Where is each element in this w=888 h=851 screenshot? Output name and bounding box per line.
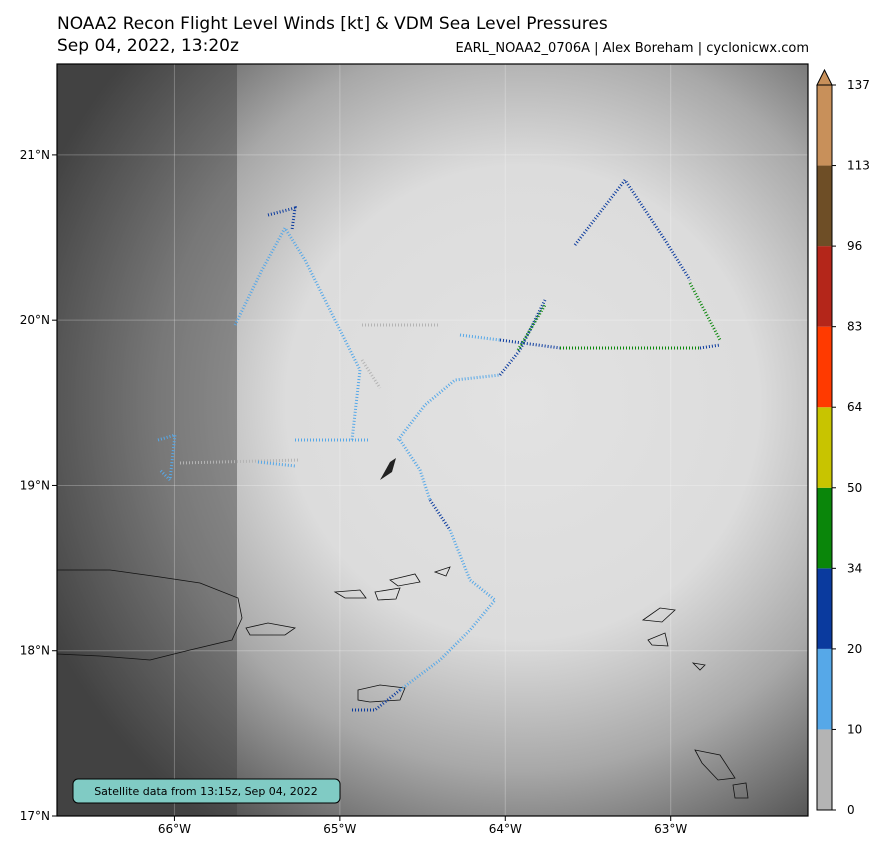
coastlines [57, 566, 749, 799]
colorbar-tick-label: 137 [847, 78, 870, 92]
colorbar-bin [817, 729, 832, 810]
colorbar-frame [816, 84, 833, 811]
credit: EARL_NOAA2_0706A | Alex Boreham | cyclon… [456, 41, 809, 56]
y-tick-label: 20°N [20, 313, 50, 327]
y-tick-label: 19°N [20, 478, 50, 492]
colorbar-tick-label: 64 [847, 400, 862, 414]
colorbar: 0 10 20 34 50 64 83 96 113 137 [816, 68, 870, 817]
colorbar-bin [817, 648, 832, 730]
cloud-shadow [380, 458, 396, 480]
colorbar-extension [816, 68, 833, 86]
colorbar-tick-label: 34 [847, 561, 862, 575]
colorbar-bin [817, 85, 832, 166]
colorbar-tick-label: 10 [847, 722, 862, 736]
vieques [245, 622, 297, 636]
colorbar-bin [817, 246, 832, 327]
y-tick-label: 21°N [20, 148, 50, 162]
track-leg [396, 373, 501, 441]
y-tick-label: 17°N [20, 809, 50, 823]
colorbar-tick-label: 83 [847, 320, 862, 334]
x-tick-label: 65°W [323, 822, 356, 836]
puerto-rico [57, 569, 243, 661]
track-leg [459, 333, 501, 342]
axes: 66°W 65°W 64°W 63°W 17°N 18°N 19°N 20°N 21°N [20, 148, 688, 836]
leeward-islands [641, 607, 749, 799]
x-tick-label: 66°W [158, 822, 191, 836]
colorbar-bin [817, 407, 832, 488]
note: Satellite data from 13:15z, Sep 04, 2022 [94, 785, 318, 798]
x-tick-label: 64°W [489, 822, 522, 836]
grid [57, 64, 808, 816]
colorbar-bin [817, 165, 832, 247]
satellite-image [57, 64, 808, 816]
subtitle: Sep 04, 2022, 13:20z [57, 36, 239, 56]
colorbar-bin [817, 326, 832, 408]
track-leg [573, 177, 692, 281]
colorbar-tick-label: 50 [847, 481, 862, 495]
track-leg [267, 205, 297, 231]
dark-region [57, 64, 237, 816]
flight-track [157, 177, 722, 712]
track-leg [428, 499, 452, 531]
x-tick-label: 63°W [654, 822, 687, 836]
track-leg [699, 343, 721, 350]
track-leg [398, 439, 432, 501]
colorbar-tick-label: 113 [847, 159, 870, 173]
colorbar-bin [817, 568, 832, 649]
st-croix [357, 684, 406, 703]
colorbar-bin [817, 487, 832, 569]
track-leg [257, 460, 296, 468]
track-leg [399, 529, 498, 692]
map-area: Satellite data from 13:15z, Sep 04, 2022 [57, 64, 808, 816]
title: NOAA2 Recon Flight Level Winds [kt] & VD… [57, 14, 608, 34]
map-frame [56, 63, 809, 817]
track-leg [360, 359, 382, 389]
track-leg [499, 338, 561, 350]
colorbar-tick-label: 0 [847, 803, 855, 817]
track-leg [179, 458, 301, 465]
y-tick-label: 18°N [20, 644, 50, 658]
colorbar-tick-label: 20 [847, 642, 862, 656]
virgin-islands [333, 566, 451, 601]
colorbar-tick-label: 96 [847, 239, 862, 253]
track-leg [498, 299, 547, 376]
note-box [72, 778, 341, 804]
